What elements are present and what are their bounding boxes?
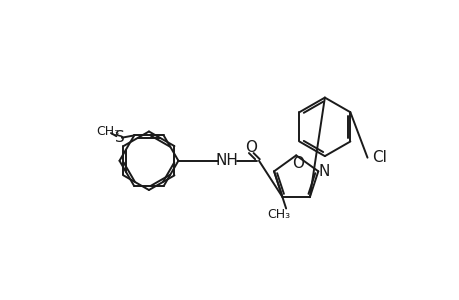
Text: S: S (114, 130, 124, 145)
Text: O: O (291, 155, 303, 170)
Text: CH₃: CH₃ (96, 125, 119, 138)
Text: N: N (318, 164, 330, 179)
Text: NH: NH (214, 153, 237, 168)
Text: CH₃: CH₃ (266, 208, 289, 221)
Text: O: O (245, 140, 257, 155)
Text: Cl: Cl (371, 150, 386, 165)
